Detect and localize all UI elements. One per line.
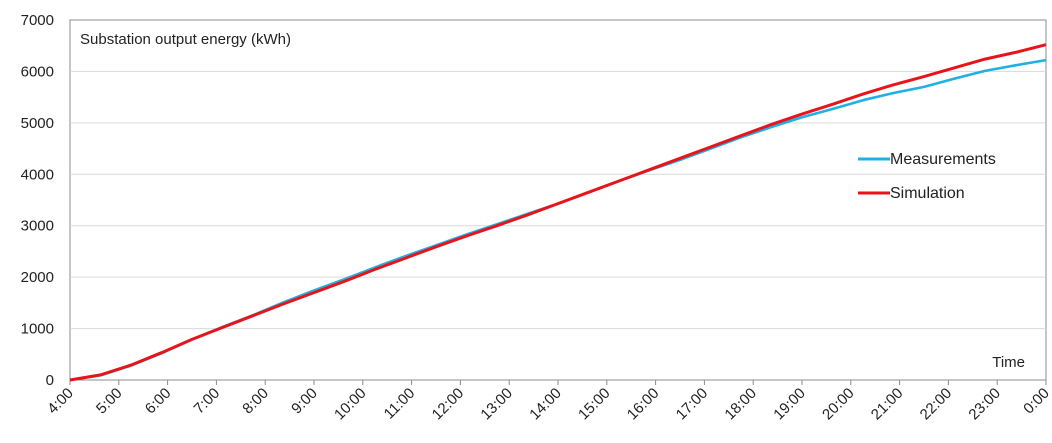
x-tick-label: 19:00 [770,385,809,424]
x-tick-label: 17:00 [673,385,712,424]
y-axis-ticks: 0 1000 2000 3000 4000 5000 6000 7000 [21,12,54,389]
x-tick-label: 8:00 [239,385,272,418]
x-tick-label: 12:00 [429,385,468,424]
x-tick-label: 10:00 [331,385,370,424]
legend-label-measurements: Measurements [890,151,996,168]
chart-title: Substation output energy (kWh) [80,31,291,48]
x-tick-label: 21:00 [868,385,907,424]
y-tick-label: 6000 [21,63,54,80]
x-tick-label: 4:00 [44,385,77,418]
y-tick-label: 5000 [21,115,54,132]
x-tick-label: 0:00 [1020,385,1052,418]
x-tick-label: 6:00 [142,385,175,418]
x-tick-label: 18:00 [721,385,760,424]
x-tick-label: 20:00 [819,385,858,424]
y-tick-label: 4000 [21,166,54,183]
y-tick-label: 0 [46,372,54,389]
x-tick-label: 14:00 [526,385,565,424]
x-tick-label: 16:00 [624,385,663,424]
y-tick-label: 1000 [21,321,54,338]
plot-area [69,19,1047,381]
x-tick-label: 23:00 [965,385,1004,424]
x-tick-label: 11:00 [381,385,419,423]
legend-label-simulation: Simulation [890,185,965,202]
x-tick-label: 7:00 [191,385,224,418]
x-axis-label: Time [992,354,1025,371]
gridlines [70,70,1046,330]
x-tick-label: 9:00 [288,385,321,418]
x-tick-label: 15:00 [575,385,614,424]
series-lines [69,43,1047,382]
x-tick-label: 22:00 [917,385,956,424]
y-tick-label: 2000 [21,269,54,286]
x-tick-label: 13:00 [477,385,516,424]
x-axis-ticks: 4:00 5:00 6:00 7:00 8:00 9:00 10:00 11:00 12:00 1… [44,380,1052,423]
x-tick-label: 5:00 [93,385,126,418]
y-tick-label: 7000 [21,12,54,29]
y-tick-label: 3000 [21,218,54,235]
legend: Measurements Simulation [858,151,996,202]
series-line-simulation [69,43,1047,382]
